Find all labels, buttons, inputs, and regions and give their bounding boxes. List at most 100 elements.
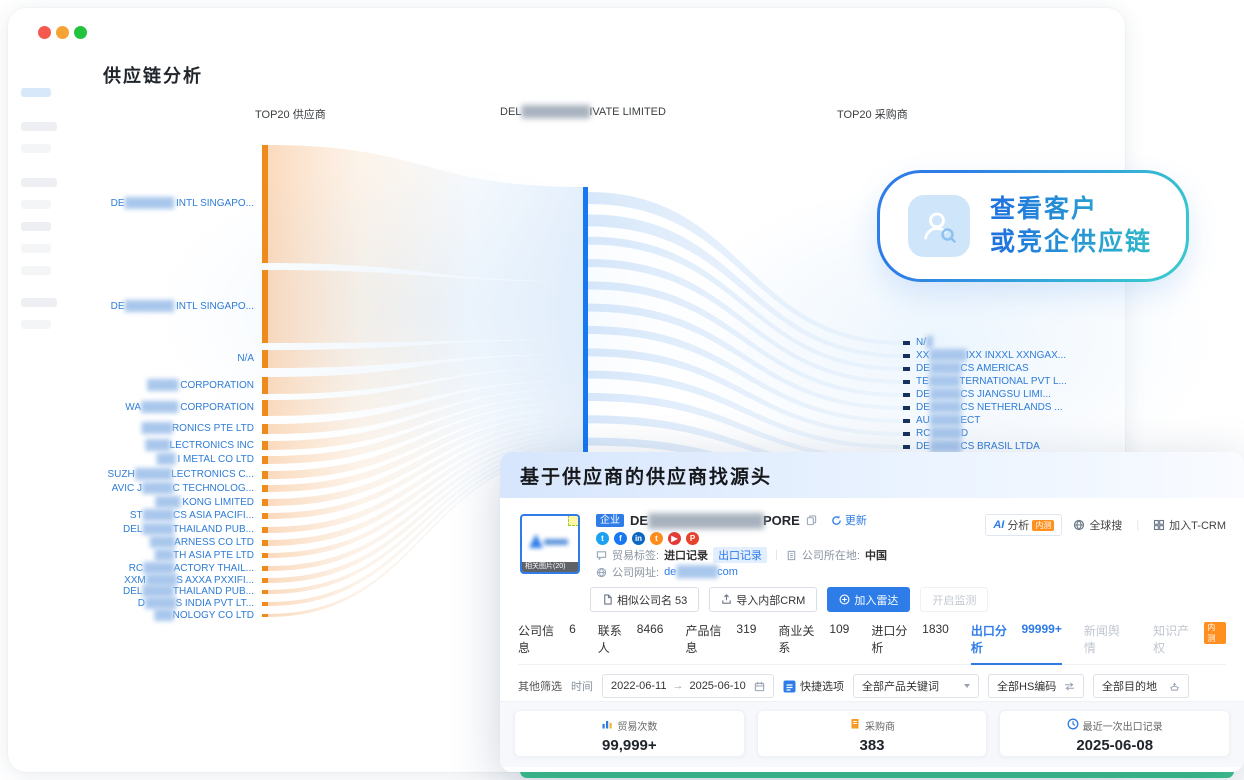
supplier-node-label[interactable]: DEL█████THAILAND PUB... [122, 524, 254, 535]
ai-analysis-button[interactable]: AI 分析 内测 [985, 514, 1063, 536]
buyer-node-label[interactable]: DE█████CS BRASIL LTDA [916, 441, 1040, 452]
supplier-node-label[interactable]: █████RONICS PTE LTD [141, 423, 254, 434]
join-tcrm-button[interactable]: 加入T-CRM [1153, 517, 1226, 533]
import-internal-crm-button[interactable]: 导入内部CRM [709, 587, 818, 612]
sidebar-skeleton-item-active [21, 88, 51, 97]
tab-contacts[interactable]: 联系人 8466 [597, 622, 664, 655]
sidebar-skeleton-item [21, 200, 51, 209]
supplier-node-label[interactable]: █████ CORPORATION [147, 379, 254, 391]
export-record-tag[interactable]: 出口记录 [713, 547, 768, 563]
window-close-button[interactable] [38, 26, 51, 39]
buyer-node-label[interactable]: AU█████ECT [916, 415, 981, 426]
sidebar-skeleton-item [21, 298, 57, 307]
supplier-node-label[interactable]: DE████████ INTL SINGAPO... [110, 300, 254, 312]
buyer-node-label[interactable]: RC█████D [916, 428, 969, 439]
buyer-node-label[interactable]: TE█████TERNATIONAL PVT L... [916, 376, 1067, 387]
supplier-node-label[interactable]: XXM█████S AXXA PXXIFI... [124, 574, 254, 586]
sidebar-skeleton-item [21, 266, 51, 275]
product-keyword-select[interactable]: 全部产品关键词 [853, 674, 979, 698]
window-minimize-button[interactable] [56, 26, 69, 39]
buyer-node-label[interactable]: XX██████IXX INXXL XXNGAX... [916, 350, 1067, 361]
receipt-icon [849, 718, 861, 733]
supplier-node-label[interactable]: SUZH██████LECTRONICS C... [107, 469, 254, 480]
supplier-node-label[interactable]: DE████████ INTL SINGAPO... [110, 198, 254, 209]
person-search-icon [908, 195, 970, 257]
sidebar-skeleton-item [21, 320, 51, 329]
supplier-node-label[interactable]: N/A [237, 353, 254, 364]
trade-tag-label: 贸易标签: [612, 550, 660, 562]
stat-card-trade-count: 贸易次数 99,999+ [514, 710, 745, 757]
refresh-link[interactable]: 更新 [831, 512, 867, 528]
import-record-tag[interactable]: 进口记录 [664, 550, 709, 562]
destination-input[interactable]: 全部目的地 [1093, 674, 1189, 698]
tab-product-info[interactable]: 产品信息 319 [685, 622, 757, 655]
time-filter-label: 时间 [571, 681, 593, 693]
page-title: 供应链分析 [103, 66, 203, 86]
supplier-node-label[interactable]: ███NOLOGY CO LTD [154, 609, 254, 621]
swap-icon [1065, 682, 1074, 690]
facebook-icon[interactable]: f [614, 532, 627, 545]
supplier-node-label[interactable]: ████ KONG LIMITED [155, 496, 254, 508]
supplier-node-label[interactable]: WA██████ CORPORATION [125, 402, 254, 413]
buyer-node-label[interactable]: DE█████CS NETHERLANDS ... [916, 402, 1063, 413]
company-logo[interactable]: 相关图片(20) [520, 514, 580, 574]
supplier-node-label[interactable]: ████LECTRONICS INC [145, 439, 254, 451]
quick-options-button[interactable]: 快捷选项 [783, 678, 844, 694]
supplier-node-label[interactable]: DEL█████THAILAND PUB... [122, 586, 254, 597]
pinterest-icon[interactable]: P [686, 532, 699, 545]
stat-card-last-export-record: 最近一次出口记录 2025-06-08 [999, 710, 1231, 757]
logo-corner-marker [568, 516, 578, 526]
global-search-button[interactable]: 全球搜 [1073, 517, 1122, 533]
buyer-node-label[interactable]: DE█████CS AMERICAS [916, 363, 1029, 374]
buyer-node-label[interactable]: DE█████CS JIANGSU LIMI... [916, 389, 1051, 400]
supplier-node-label[interactable]: ████ARNESS CO LTD [149, 537, 254, 548]
sidebar-skeleton-item [21, 244, 51, 253]
tab-import-analysis[interactable]: 进口分析 1830 [871, 622, 949, 655]
sidebar-skeleton-item [21, 122, 57, 131]
sidebar-skeleton-item [21, 144, 51, 153]
website-link[interactable]: de██████com [664, 566, 738, 578]
supplier-node-label[interactable]: RC█████ACTORY THAIL... [128, 562, 254, 574]
supplier-node-label[interactable]: AVIC J█████C TECHNOLOG... [111, 482, 254, 494]
similar-company-name-button[interactable]: 相似公司名 53 [590, 587, 700, 612]
supplier-node-label[interactable]: D█████S INDIA PVT LT... [137, 598, 254, 609]
company-logo-art [529, 532, 569, 550]
beta-badge: 内测 [1032, 519, 1055, 531]
supplier-node-label[interactable]: ███TH ASIA PTE LTD [154, 549, 254, 561]
twitter-icon[interactable]: t [596, 532, 609, 545]
buyers-column-header: TOP20 采购商 [837, 109, 908, 121]
view-supply-chain-callout[interactable]: 查看客户 或竞企供应链 [877, 170, 1189, 282]
supplier-node-label[interactable]: ███ I METAL CO LTD [156, 454, 254, 465]
supplier-source-panel: 基于供应商的供应商找源头 相关图片(20) 企业 DE █████████████… [500, 452, 1244, 772]
grid-icon [1154, 519, 1165, 531]
calendar-icon [754, 681, 765, 691]
sidebar-skeleton-item [21, 178, 57, 187]
linkedin-icon[interactable]: in [632, 532, 645, 545]
panel-header: 基于供应商的供应商找源头 [500, 452, 1244, 498]
date-range-input[interactable]: 2022-06-11 → 2025-06-10 [602, 674, 774, 698]
tab-ip[interactable]: 知识产权 内测 [1153, 622, 1226, 664]
tab-export-analysis[interactable]: 出口分析 99999+ [970, 622, 1062, 665]
building-icon [787, 550, 796, 560]
refresh-icon [832, 515, 841, 525]
phone-icon[interactable]: t [650, 532, 663, 545]
enable-monitoring-button[interactable]: 开启监测 [920, 587, 989, 612]
buyer-node-label[interactable]: N/█ [916, 337, 933, 348]
join-radar-button[interactable]: 加入雷达 [827, 587, 911, 612]
globe-search-icon [1074, 519, 1085, 531]
tab-business-relations[interactable]: 商业关系 109 [778, 622, 850, 655]
location-label: 公司所在地: [801, 550, 860, 562]
chevron-down-icon [964, 684, 970, 688]
panel-title: 基于供应商的供应商找源头 [520, 466, 773, 488]
youtube-icon[interactable]: ▶ [668, 532, 681, 545]
sidebar-skeleton-item [21, 222, 51, 231]
tab-news[interactable]: 新闻舆情 [1083, 624, 1120, 655]
suppliers-column-header: TOP20 供应商 [255, 109, 326, 121]
tab-company-info[interactable]: 公司信息 6 [518, 622, 576, 655]
hs-code-input[interactable]: 全部HS编码 [988, 674, 1084, 698]
copy-icon[interactable] [806, 514, 817, 526]
supplier-node-label[interactable]: ST█████CS ASIA PACIFI... [129, 510, 254, 521]
globe-icon [596, 567, 607, 577]
window-zoom-button[interactable] [74, 26, 87, 39]
company-name: DE ██████████████ PORE [630, 512, 800, 528]
